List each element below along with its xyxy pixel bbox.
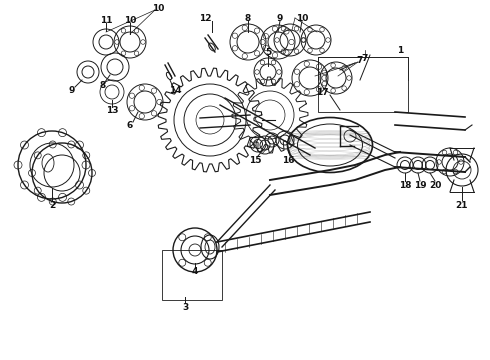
Text: 1: 1 xyxy=(397,45,403,54)
Text: 17: 17 xyxy=(316,87,328,96)
Text: 10: 10 xyxy=(296,14,308,23)
Text: 20: 20 xyxy=(429,180,441,189)
Text: 10: 10 xyxy=(124,15,136,24)
Bar xyxy=(162,250,222,300)
Text: 8: 8 xyxy=(245,14,251,23)
Text: 21: 21 xyxy=(456,201,468,210)
Text: 7: 7 xyxy=(362,54,368,63)
Text: 3: 3 xyxy=(182,303,188,312)
Text: 12: 12 xyxy=(199,14,211,23)
Text: 18: 18 xyxy=(399,180,411,189)
Text: 6: 6 xyxy=(127,121,133,130)
Text: 5: 5 xyxy=(265,48,271,57)
Text: 7: 7 xyxy=(357,55,363,64)
Text: 19: 19 xyxy=(414,180,426,189)
Text: 15: 15 xyxy=(249,156,261,165)
Text: 13: 13 xyxy=(106,105,118,114)
Text: 8: 8 xyxy=(100,81,106,90)
Bar xyxy=(318,57,408,112)
Text: 11: 11 xyxy=(100,15,112,24)
Text: 4: 4 xyxy=(192,267,198,276)
Text: 9: 9 xyxy=(69,86,75,95)
Text: 9: 9 xyxy=(277,14,283,23)
Text: 10: 10 xyxy=(152,4,164,13)
Text: 16: 16 xyxy=(282,156,294,165)
Text: 14: 14 xyxy=(169,86,181,95)
Text: 2: 2 xyxy=(49,201,55,210)
